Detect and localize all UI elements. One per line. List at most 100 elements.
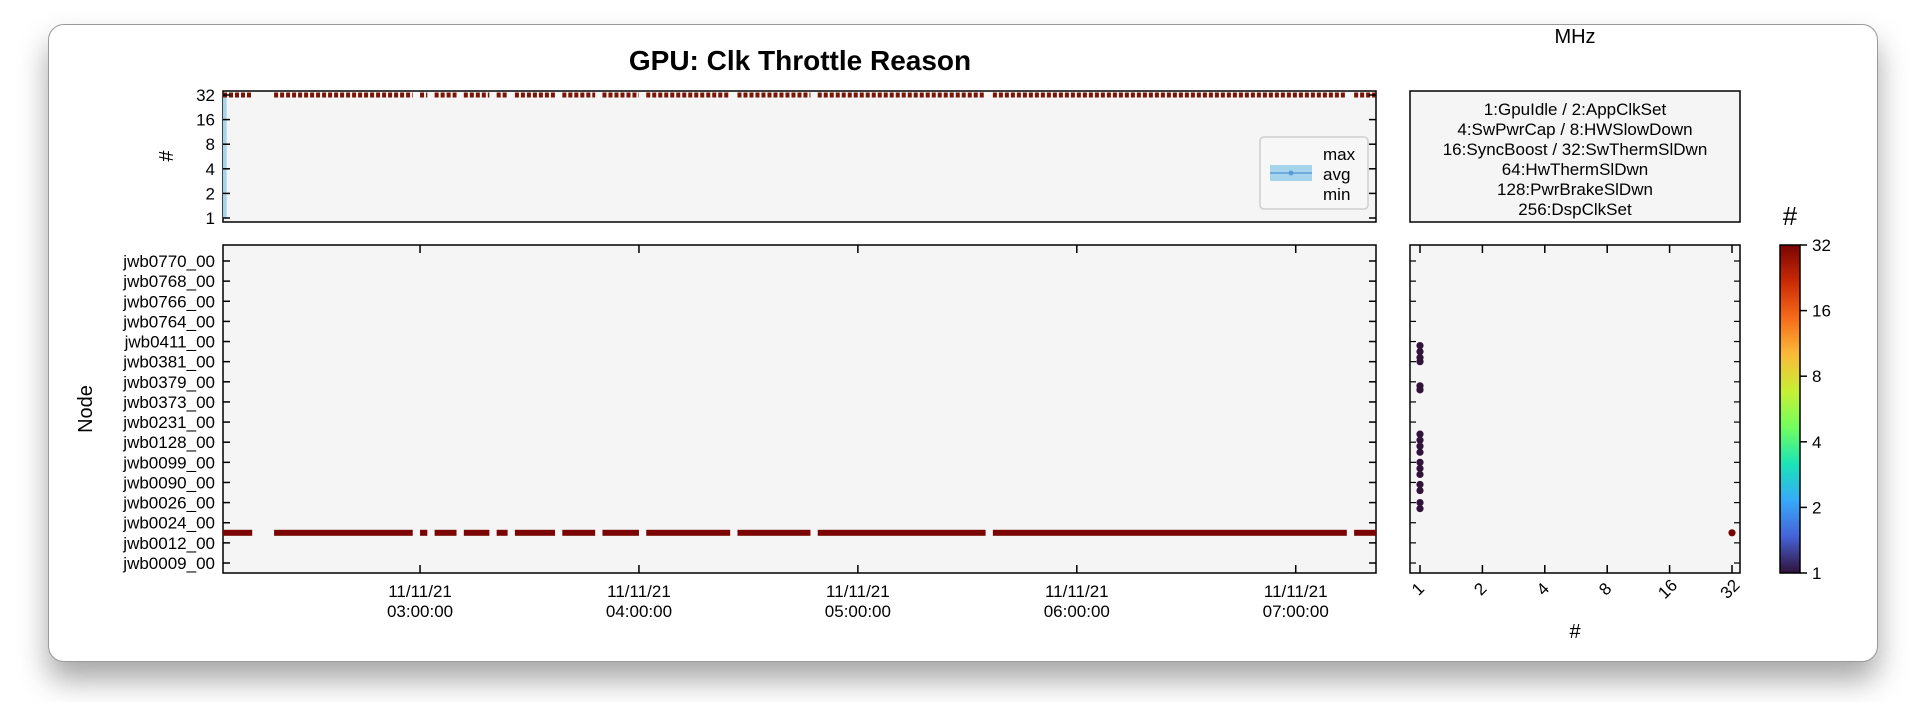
histogram-x-tick-label: 16	[1654, 576, 1681, 603]
heatmap-cell	[420, 529, 428, 536]
histogram-point	[1416, 464, 1424, 472]
throttle-figure: GPU: Clk Throttle Reason 1 2 4 8 16 32 # max …	[75, 26, 1831, 643]
colorbar-tick-label: 16	[1812, 302, 1831, 321]
node-tick-label: jwb0099_00	[122, 453, 215, 472]
heatmap-cell	[817, 529, 986, 536]
colorbar-tick-label: 1	[1812, 564, 1821, 583]
node-tick-label: jwb0379_00	[122, 373, 215, 392]
histogram-x-tick-label: 8	[1595, 579, 1615, 599]
colorbar: # 1 2 4 8 16 32	[1779, 201, 1831, 583]
colorbar-tick-label: 32	[1812, 236, 1831, 255]
node-tick-label: jwb0024_00	[122, 514, 215, 533]
node-tick-label: jwb0770_00	[122, 252, 215, 271]
timeline-plot-area	[222, 90, 1377, 223]
legend-box	[1259, 136, 1369, 210]
histogram-point	[1416, 448, 1424, 456]
colorbar-tick-label: 4	[1812, 433, 1821, 452]
histogram-plot-area	[1409, 244, 1741, 574]
node-tick-label: jwb0411_00	[124, 333, 215, 352]
heatmap-cells	[223, 529, 1376, 536]
timeline-y-tick-label: 4	[206, 160, 215, 179]
heatmap-cell	[223, 529, 253, 536]
node-heatmap-panel: jwb0770_00jwb0768_00jwb0766_00jwb0764_00…	[75, 244, 1377, 621]
value-histogram-panel: 1 2 4 8 16 32 #	[1408, 244, 1744, 643]
histogram-points	[1416, 341, 1736, 537]
heatmap-plot-area	[222, 244, 1377, 574]
histogram-point	[1728, 529, 1736, 537]
heatmap-cell	[737, 529, 811, 536]
histogram-point	[1416, 386, 1424, 394]
time-tick-date-label: 11/11/21	[826, 582, 890, 601]
time-tick-time-label: 07:00:00	[1263, 602, 1329, 621]
heatmap-cell	[602, 529, 639, 536]
throttle-code-line-6: 256:DspClkSet	[1518, 200, 1632, 219]
chart-title: GPU: Clk Throttle Reason	[629, 45, 971, 76]
timeline-y-tick-label: 8	[206, 135, 215, 154]
heatmap-cell	[514, 529, 556, 536]
heatmap-cell	[646, 529, 731, 536]
time-tick-date-label: 11/11/21	[1264, 582, 1328, 601]
timeline-y-tick-label: 32	[196, 86, 215, 105]
node-tick-label: jwb0381_00	[122, 353, 215, 372]
throttle-code-line-5: 128:PwrBrakeSlDwn	[1497, 180, 1653, 199]
legend-entry-min: min	[1323, 185, 1350, 204]
throttle-code-line-1: 1:GpuIdle / 2:AppClkSet	[1484, 100, 1667, 119]
node-tick-label: jwb0009_00	[122, 554, 215, 573]
timeline-y-tick-label: 1	[206, 209, 215, 228]
timeline-y-ticks: 1 2 4 8 16 32	[196, 86, 1376, 228]
histogram-point	[1416, 480, 1424, 489]
node-tick-label: jwb0026_00	[122, 494, 215, 513]
histogram-point	[1416, 499, 1424, 507]
time-tick-date-label: 11/11/21	[388, 582, 452, 601]
histogram-point	[1416, 458, 1424, 466]
legend-avg-marker	[1288, 170, 1294, 176]
time-tick-time-label: 04:00:00	[606, 602, 672, 621]
node-tick-label: jwb0764_00	[122, 312, 215, 331]
histogram-x-tick-label: 2	[1470, 579, 1490, 599]
histogram-point	[1416, 442, 1424, 450]
node-tick-label: jwb0012_00	[122, 534, 215, 553]
node-tick-label: jwb0768_00	[122, 272, 215, 291]
heatmap-cell	[562, 529, 596, 536]
histogram-x-tick-label: 4	[1533, 579, 1553, 599]
legend-entry-max: max	[1323, 145, 1356, 164]
timeline-y-tick-label: 16	[196, 111, 215, 130]
histogram-point	[1416, 470, 1424, 479]
side-panel-title: MHz	[1554, 26, 1595, 48]
histogram-point	[1416, 341, 1424, 350]
heatmap-cell	[1354, 529, 1376, 536]
histogram-point	[1416, 505, 1424, 513]
histogram-x-tick-label: 1	[1408, 579, 1428, 599]
histogram-point	[1416, 430, 1424, 438]
histogram-x-tick-label: 32	[1717, 576, 1744, 603]
histogram-point	[1416, 348, 1424, 356]
throttle-code-box	[1409, 90, 1741, 223]
heatmap-cell	[434, 529, 457, 536]
series-legend[interactable]: max avg min	[1259, 136, 1369, 210]
colorbar-tick-label: 2	[1812, 498, 1821, 517]
heatmap-cell	[992, 529, 1347, 536]
histogram-point	[1416, 486, 1424, 495]
colorbar-tick-label: 8	[1812, 367, 1821, 386]
colorbar-ticks: 1 2 4 8 16 32	[1800, 236, 1831, 583]
node-tick-label: jwb0090_00	[122, 473, 215, 492]
histogram-point	[1416, 436, 1424, 444]
time-tick-time-label: 03:00:00	[387, 602, 453, 621]
node-axis-label: Node	[75, 385, 97, 433]
heatmap-cell	[274, 529, 413, 536]
time-tick-time-label: 06:00:00	[1044, 602, 1110, 621]
throttle-code-line-4: 64:HwThermSlDwn	[1502, 160, 1648, 179]
node-tick-label: jwb0766_00	[122, 292, 215, 311]
heatmap-cell	[463, 529, 490, 536]
node-tick-label: jwb0128_00	[122, 433, 215, 452]
minmax-band	[223, 95, 227, 218]
time-tick-date-label: 11/11/21	[607, 582, 671, 601]
timeline-panel: 1 2 4 8 16 32 # max avg min	[156, 86, 1377, 228]
timeline-y-axis-label: #	[156, 150, 178, 162]
node-tick-label: jwb0373_00	[122, 393, 215, 412]
throttle-code-line-3: 16:SyncBoost / 32:SwThermSlDwn	[1443, 140, 1708, 159]
colorbar-label: #	[1783, 201, 1798, 231]
histogram-point	[1416, 358, 1424, 366]
heatmap-cell	[496, 529, 508, 536]
node-tick-label: jwb0231_00	[122, 413, 215, 432]
